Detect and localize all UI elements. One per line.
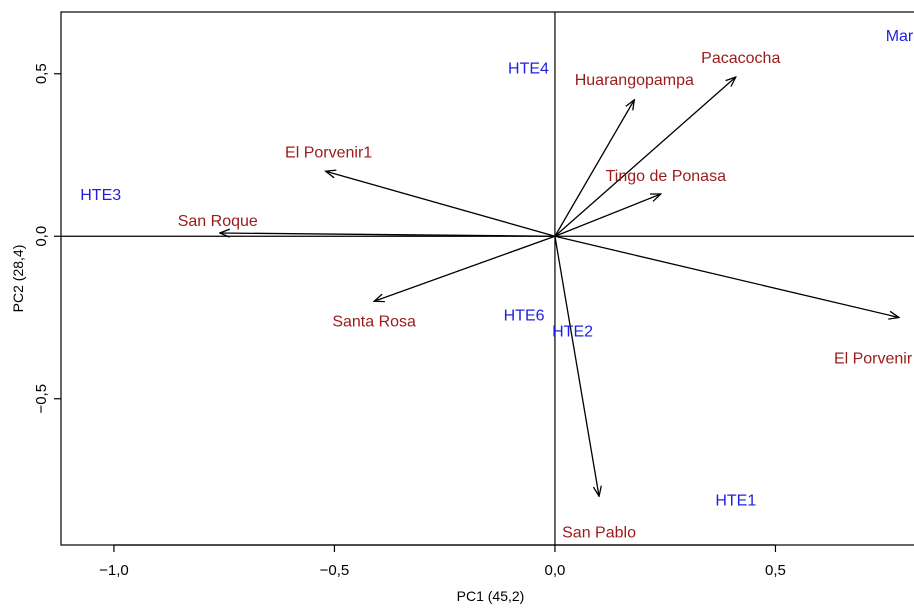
observation-label: HTE4: [508, 60, 549, 77]
loading-arrow: [554, 236, 599, 496]
loading-arrow: [554, 100, 634, 237]
x-tick-label: 0,0: [545, 562, 566, 579]
y-tick-label: 0,0: [33, 226, 50, 247]
variable-label: Huarangopampa: [575, 72, 694, 89]
loading-arrow: [554, 77, 736, 237]
variable-label: Santa Rosa: [332, 313, 416, 330]
plot-frame: [60, 11, 914, 546]
x-tick-label: 0,5: [765, 562, 786, 579]
observation-label: HTE6: [504, 307, 545, 324]
loading-arrow: [554, 194, 661, 237]
loading-arrow: [374, 235, 556, 301]
variable-label: Pacacocha: [701, 50, 780, 67]
variable-label: El Porvenir1: [285, 144, 372, 161]
loading-arrow: [220, 233, 555, 236]
observation-label: HTE1: [715, 493, 756, 510]
x-axis-label: PC1 (45,2): [457, 588, 525, 604]
y-tick-label: 0,5: [33, 63, 50, 84]
variable-label: El Porvenir: [834, 351, 913, 368]
y-tick-label: −0,5: [33, 384, 50, 414]
x-tick-label: −1,0: [99, 562, 129, 579]
y-axis-label: PC2 (28,4): [10, 245, 26, 313]
variable-label: Tingo de Ponasa: [606, 168, 726, 185]
loading-arrow: [326, 171, 556, 237]
observation-label: HTE2: [552, 324, 593, 341]
observation-label: HTE3: [80, 187, 121, 204]
x-tick-label: −0,5: [320, 562, 350, 579]
observation-label: Marginal 28T: [886, 28, 914, 45]
loading-arrow: [554, 235, 899, 317]
variable-label: San Pablo: [562, 524, 636, 541]
variable-label: San Roque: [178, 213, 258, 230]
